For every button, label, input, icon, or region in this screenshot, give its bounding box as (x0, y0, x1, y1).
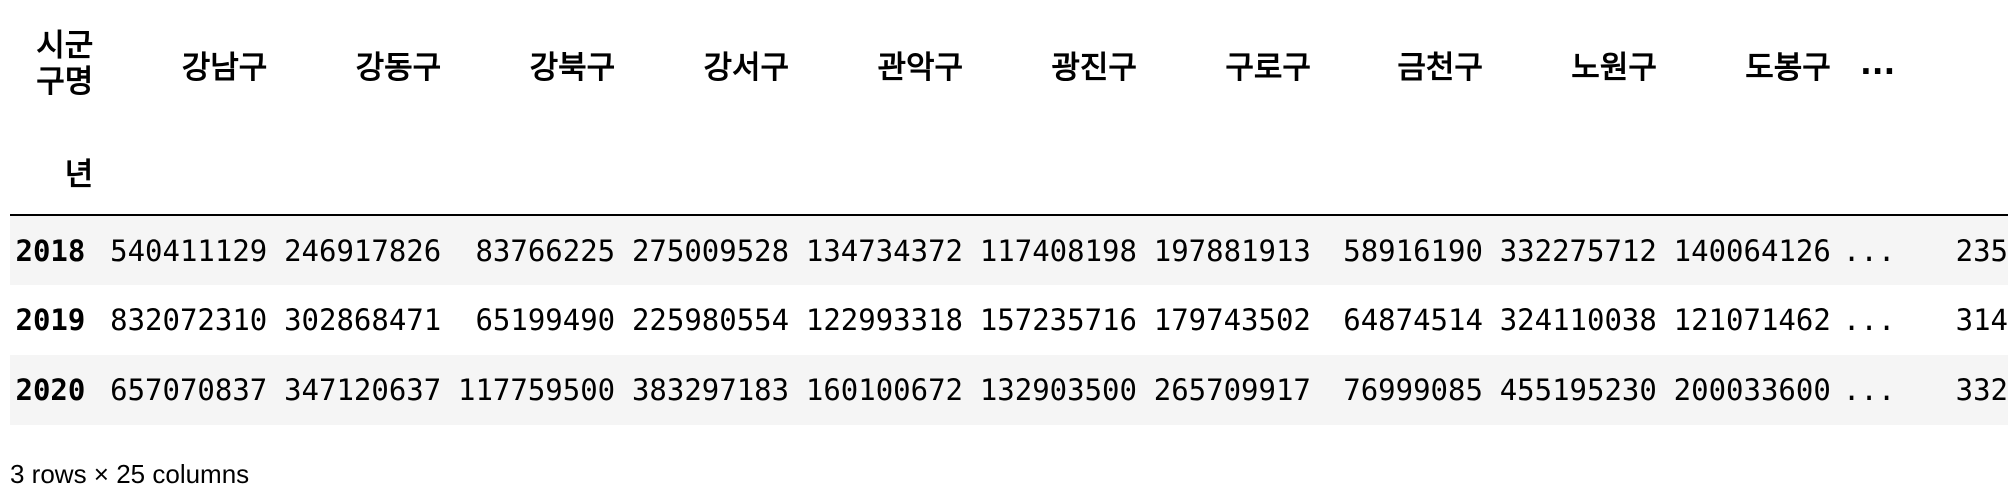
index-name-header: 년 (64, 156, 94, 193)
table-cell: 117759500 (458, 373, 616, 407)
index-name-row: 년 (10, 128, 2008, 215)
table-cell: 275009528 (631, 233, 790, 268)
table-cell: 134734372 (805, 233, 964, 268)
table-cell: 302868471 (284, 303, 442, 337)
table-cell: 246917826 (284, 233, 442, 268)
table-cell: 455195230 (1499, 373, 1657, 407)
column-header: 관악구 (877, 49, 964, 86)
column-header-ellipsis: ... (1859, 46, 1896, 82)
columns-name-line-1: 시군 (36, 28, 94, 64)
dataframe-table: 시군 구명 강남구 강동구 강북구 강서구 관악구 광진구 구로구 금천구 노원… (10, 0, 2008, 425)
table-cell: 324110038 (1499, 303, 1657, 337)
column-header: 구로구 (1225, 49, 1311, 86)
dataframe-container: 시군 구명 강남구 강동구 강북구 강서구 관악구 광진구 구로구 금천구 노원… (10, 0, 2008, 440)
table-cell: 122993318 (805, 303, 964, 337)
table-cell-ellipsis: ... (1842, 373, 1896, 407)
table-cell: 225980554 (631, 303, 790, 337)
table-cell: 657070837 (110, 373, 268, 407)
table-row: 2019 832072310 302868471 65199490 225980… (10, 285, 2008, 355)
columns-name-header: 시군 구명 (10, 0, 93, 128)
column-header: 도봉구 (1745, 49, 1831, 86)
table-cell: 64874514 (1343, 303, 1483, 337)
columns-name-line-2: 구명 (36, 64, 94, 100)
column-header: 노원구 (1571, 49, 1657, 86)
column-header: 강북구 (529, 49, 616, 86)
table-cell-truncated: 332 (1955, 373, 2008, 407)
table-cell-ellipsis: ... (1842, 233, 1896, 268)
table-cell: 197881913 (1153, 233, 1311, 268)
table-cell: 265709917 (1153, 373, 1311, 407)
row-index: 2020 (15, 373, 86, 407)
table-cell: 383297183 (631, 373, 790, 407)
table-cell: 58916190 (1343, 233, 1483, 268)
table-row: 2020 657070837 347120637 117759500 38329… (10, 355, 2008, 425)
table-cell: 160100672 (805, 373, 964, 407)
column-header: 강동구 (355, 49, 442, 86)
column-header: 금천구 (1397, 49, 1483, 86)
table-cell: 179743502 (1153, 303, 1311, 337)
table-row: 2018 540411129 246917826 83766225 275009… (10, 215, 2008, 285)
column-header-row: 시군 구명 강남구 강동구 강북구 강서구 관악구 광진구 구로구 금천구 노원… (10, 0, 2008, 128)
columns-name-label: 시군 구명 (36, 28, 93, 100)
table-cell: 76999085 (1343, 373, 1483, 407)
table-cell-ellipsis: ... (1842, 303, 1896, 337)
column-header: 강남구 (181, 49, 268, 86)
table-cell: 132903500 (979, 373, 1137, 407)
table-cell-truncated: 314 (1955, 303, 2008, 337)
column-header: 강서구 (703, 49, 790, 86)
table-cell: 332275712 (1499, 233, 1657, 268)
table-cell: 347120637 (284, 373, 442, 407)
column-header-truncated (1895, 0, 2008, 128)
table-cell: 121071462 (1673, 303, 1831, 337)
table-cell: 200033600 (1673, 373, 1831, 407)
table-cell-truncated: 235 (1955, 233, 2008, 268)
table-cell: 540411129 (110, 233, 268, 268)
table-cell: 832072310 (110, 303, 268, 337)
table-cell: 83766225 (475, 233, 616, 268)
table-cell: 157235716 (979, 303, 1137, 337)
column-header: 광진구 (1051, 49, 1137, 86)
table-cell: 117408198 (979, 233, 1137, 268)
table-cell: 140064126 (1673, 233, 1831, 268)
table-shape-caption: 3 rows × 25 columns (10, 459, 250, 489)
row-index: 2018 (15, 233, 86, 268)
table-cell: 65199490 (475, 303, 616, 337)
row-index: 2019 (15, 303, 86, 337)
